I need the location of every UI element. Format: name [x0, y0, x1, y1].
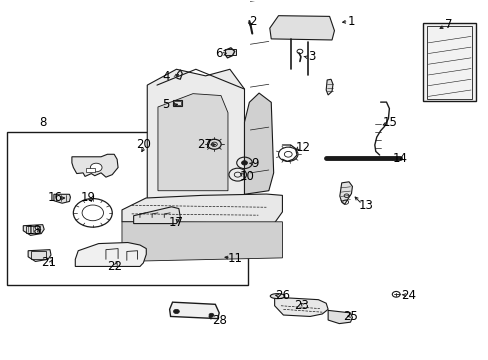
Text: 10: 10	[239, 170, 254, 183]
Polygon shape	[122, 194, 282, 223]
Text: 2: 2	[249, 14, 257, 27]
Polygon shape	[274, 297, 327, 316]
Text: 28: 28	[211, 314, 226, 327]
Polygon shape	[28, 249, 51, 261]
Text: 26: 26	[274, 288, 289, 302]
Polygon shape	[169, 302, 219, 319]
Text: 21: 21	[41, 256, 57, 269]
Text: 11: 11	[227, 252, 242, 265]
Text: 14: 14	[392, 152, 407, 165]
Text: 3: 3	[307, 50, 315, 63]
Text: 18: 18	[27, 224, 42, 237]
Polygon shape	[75, 243, 146, 266]
Text: 8: 8	[39, 116, 46, 129]
Ellipse shape	[270, 294, 285, 298]
Text: 24: 24	[401, 288, 415, 302]
Text: 15: 15	[382, 116, 397, 129]
Text: 20: 20	[136, 139, 150, 152]
Text: 5: 5	[162, 99, 169, 112]
Text: 7: 7	[444, 18, 451, 31]
Text: 1: 1	[347, 14, 354, 27]
Polygon shape	[147, 69, 244, 202]
Bar	[172, 100, 182, 106]
Text: 17: 17	[168, 216, 183, 229]
Bar	[86, 168, 95, 172]
Polygon shape	[269, 16, 334, 40]
Text: 4: 4	[162, 70, 169, 83]
Text: 19: 19	[80, 192, 95, 204]
Bar	[174, 101, 181, 105]
Polygon shape	[244, 93, 273, 194]
Circle shape	[241, 161, 247, 165]
Bar	[7, 132, 247, 285]
Polygon shape	[325, 79, 332, 95]
Text: 27: 27	[197, 139, 212, 152]
Text: 6: 6	[215, 47, 223, 60]
Polygon shape	[122, 222, 282, 261]
Circle shape	[173, 309, 179, 314]
Text: 25: 25	[343, 310, 357, 323]
Text: 9: 9	[251, 157, 259, 170]
Text: 12: 12	[295, 141, 310, 154]
Bar	[26, 226, 40, 233]
Polygon shape	[72, 154, 118, 177]
Text: 13: 13	[358, 198, 373, 212]
Polygon shape	[54, 194, 70, 203]
Circle shape	[208, 313, 213, 317]
Text: 23: 23	[294, 299, 309, 312]
Polygon shape	[133, 207, 180, 224]
Polygon shape	[339, 182, 352, 204]
Bar	[423, 23, 475, 102]
Polygon shape	[327, 310, 352, 324]
Bar	[30, 251, 46, 259]
Bar	[224, 49, 235, 55]
Text: 22: 22	[106, 260, 122, 273]
Circle shape	[90, 163, 102, 172]
Polygon shape	[158, 94, 227, 191]
Bar	[427, 26, 471, 99]
Text: 16: 16	[47, 192, 62, 204]
Polygon shape	[23, 225, 44, 235]
